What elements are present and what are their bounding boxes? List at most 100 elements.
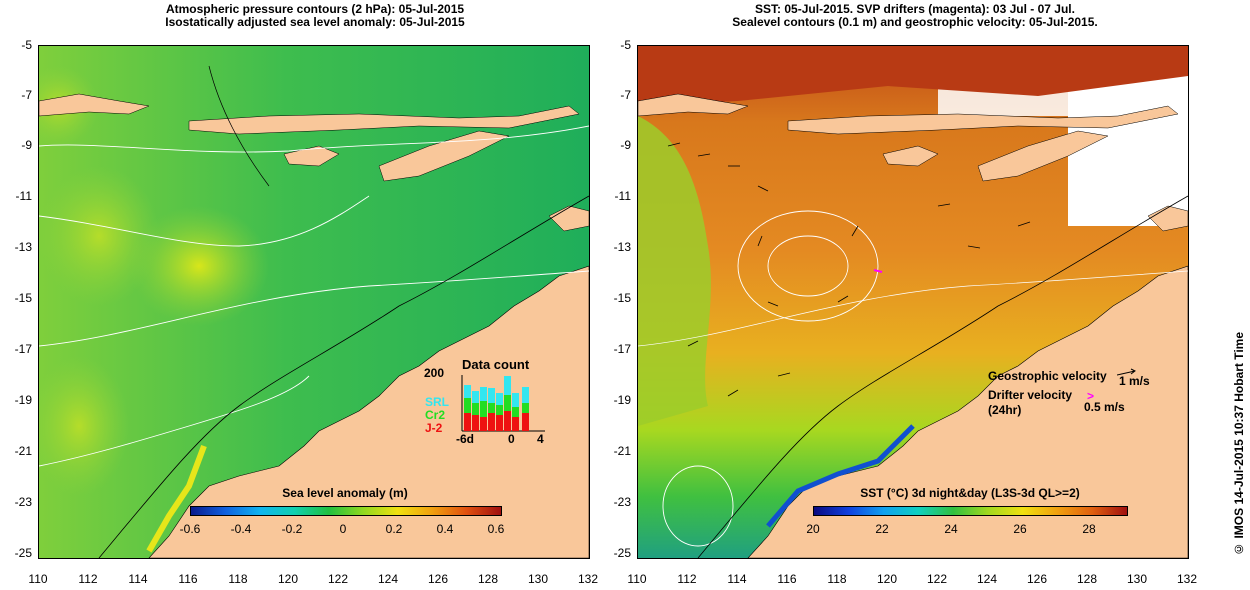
right-island-java (638, 93, 749, 117)
left-title-line2: Isostatically adjusted sea level anomaly… (165, 15, 465, 29)
inset-bar (512, 417, 519, 431)
velocity-arrow (937, 203, 951, 207)
right-sst-map (637, 45, 1189, 559)
inset-bar (488, 413, 495, 431)
right-title-line1: SST: 05-Jul-2015. SVP drifters (magenta)… (755, 2, 1075, 16)
lat-tick: -13 (14, 240, 32, 254)
lat-tick: -19 (613, 393, 631, 407)
left-title-line1: Atmospheric pressure contours (2 hPa): 0… (165, 2, 465, 16)
inset-bar (472, 391, 479, 403)
left-pressure-contour-3 (39, 125, 589, 153)
lat-tick: -5 (620, 38, 631, 52)
lon-tick: 124 (976, 572, 998, 586)
velocity-arrow (757, 235, 763, 247)
inset-bar (504, 411, 511, 431)
left-map-canvas (39, 46, 589, 558)
inset-bar (504, 376, 511, 395)
lon-tick: 112 (78, 572, 98, 586)
velocity-arrow (667, 142, 681, 147)
lat-tick: -15 (613, 291, 631, 305)
inset-bar (522, 403, 529, 413)
velocity-arrow (777, 372, 791, 377)
inset-bar (480, 387, 487, 401)
inset-bar (464, 398, 471, 413)
velocity-arrow (767, 301, 779, 307)
left-shelf-edge (98, 195, 589, 558)
left-island-sumba (283, 145, 340, 167)
lat-tick: -9 (620, 138, 631, 152)
inset-bar (488, 403, 495, 413)
inset-bar (464, 413, 471, 431)
geo-velocity-value: 1 m/s (1119, 374, 1150, 388)
lon-tick: 122 (926, 572, 948, 586)
inset-bar (488, 388, 495, 403)
right-coastal-cold-strip (766, 424, 915, 528)
right-cb-tick: 20 (806, 522, 820, 536)
left-anomaly-high-1 (129, 206, 269, 326)
right-eddy-contour-3 (662, 465, 734, 547)
inset-xlabel-start: -6d (456, 432, 474, 446)
right-colorbar (813, 506, 1128, 516)
velocity-arrow (851, 225, 859, 237)
right-island-sumba (882, 145, 939, 167)
lon-tick: 130 (1126, 572, 1148, 586)
lat-tick: -9 (21, 138, 32, 152)
lon-tick: 120 (876, 572, 898, 586)
inset-title: Data count (462, 357, 530, 372)
lat-tick: -11 (15, 189, 32, 203)
velocity-arrow (727, 389, 739, 397)
left-pressure-contour-2 (39, 195, 370, 247)
inset-series-srl: SRL (425, 395, 449, 409)
lon-tick: 122 (327, 572, 349, 586)
left-island-java (39, 93, 150, 117)
geo-velocity-label: Geostrophic velocity (988, 369, 1107, 383)
left-colorbar-title: Sea level anomaly (m) (282, 486, 408, 500)
left-colorbar (190, 506, 502, 516)
copyright-stamp: © IMOS 14-Jul-2015 10:37 Hobart Time (1232, 332, 1246, 556)
lat-tick: -21 (613, 444, 631, 458)
lon-tick: 116 (178, 572, 198, 586)
right-velocity-arrows (667, 142, 1031, 397)
inset-bar (522, 387, 529, 403)
inset-bar (480, 401, 487, 417)
inset-bar (496, 393, 503, 405)
inset-bar (512, 393, 519, 407)
drifter-velocity-value: 0.5 m/s (1084, 400, 1125, 414)
right-shelf-edge (697, 195, 1188, 558)
right-cb-tick: 22 (875, 522, 889, 536)
lon-tick: 126 (427, 572, 449, 586)
right-island-flores (787, 105, 1179, 135)
left-cb-tick: 0.2 (385, 522, 403, 536)
lat-tick: -5 (21, 38, 32, 52)
left-anomaly-high-2 (39, 166, 159, 306)
right-eddy-contour-2 (737, 210, 879, 322)
lon-tick: 132 (1176, 572, 1198, 586)
inset-series-cr2: Cr2 (425, 408, 446, 422)
left-pressure-contour-1 (39, 270, 589, 347)
lat-tick: -17 (613, 342, 631, 356)
drifter-velocity-sub: (24hr) (988, 403, 1022, 417)
left-panel-title: Atmospheric pressure contours (2 hPa): 0… (40, 3, 590, 29)
velocity-arrow (697, 153, 711, 157)
lon-tick: 120 (277, 572, 299, 586)
right-sealevel-contour (638, 270, 1188, 347)
left-cb-tick: 0.6 (487, 522, 505, 536)
inset-bar (496, 415, 503, 431)
lon-tick: 132 (577, 572, 599, 586)
lon-tick: 130 (527, 572, 549, 586)
right-australia-land (747, 265, 1188, 558)
right-island-timor (977, 130, 1109, 182)
left-island-flores (188, 105, 580, 135)
inset-bars (464, 376, 529, 431)
lon-tick: 118 (228, 572, 248, 586)
left-island-nw (548, 205, 589, 232)
lon-tick: 110 (28, 572, 48, 586)
right-island-nw (1147, 205, 1188, 232)
lat-tick: -17 (14, 342, 32, 356)
left-cb-tick: -0.6 (179, 522, 201, 536)
lon-tick: 124 (377, 572, 399, 586)
velocity-arrow (757, 185, 769, 192)
left-sea-level-map (38, 45, 590, 559)
lon-tick: 128 (1076, 572, 1098, 586)
lon-tick: 114 (727, 572, 747, 586)
